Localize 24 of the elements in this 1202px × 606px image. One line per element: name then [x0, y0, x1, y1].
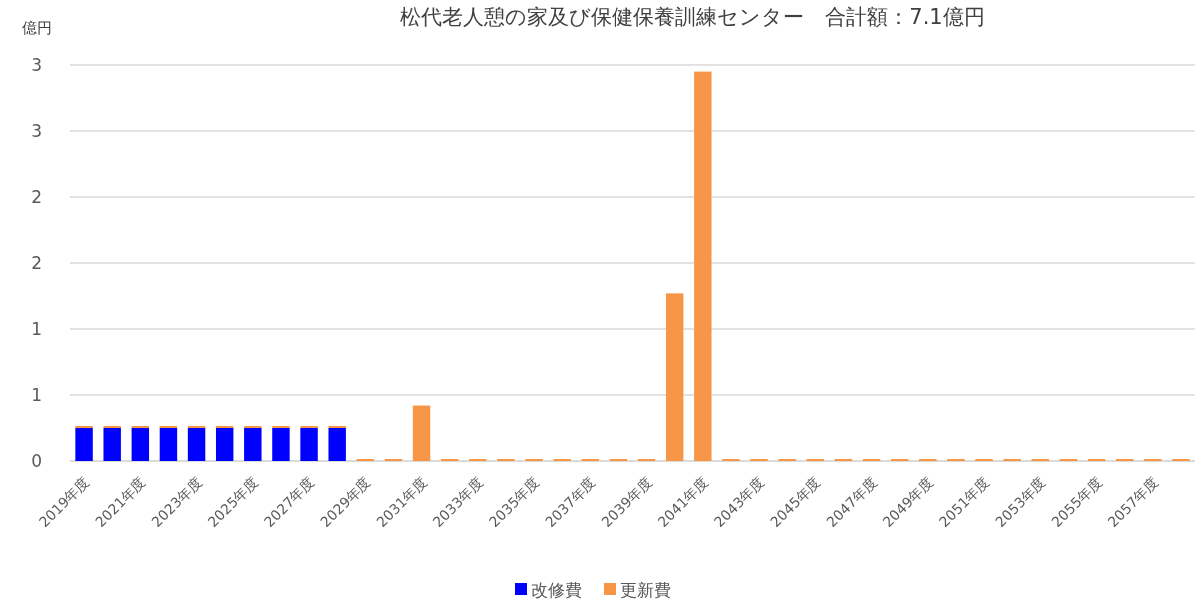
y-tick-label: 3: [31, 55, 42, 75]
bar: [131, 428, 150, 461]
bar: [665, 293, 684, 461]
bar: [159, 428, 178, 461]
bar: [103, 428, 121, 461]
legend-label: 改修費: [531, 580, 582, 600]
y-tick-label: 1: [31, 385, 42, 405]
bar: [300, 428, 318, 461]
legend-label: 更新費: [620, 580, 671, 600]
y-axis-title: 億円: [22, 19, 52, 37]
bar: [215, 428, 234, 461]
y-tick-label: 3: [31, 121, 42, 141]
bar: [272, 428, 290, 461]
bar: [328, 428, 346, 461]
y-tick-label: 0: [31, 451, 42, 471]
bar: [694, 71, 712, 461]
bar: [412, 405, 431, 461]
bar: [187, 428, 206, 461]
chart-title: 松代老人憩の家及び保健保養訓練センター 合計額：7.1億円: [400, 5, 985, 29]
bar: [75, 428, 93, 461]
y-tick-label: 2: [31, 187, 42, 207]
y-tick-label: 1: [31, 319, 42, 339]
y-tick-label: 2: [31, 253, 42, 273]
bar: [244, 428, 262, 461]
